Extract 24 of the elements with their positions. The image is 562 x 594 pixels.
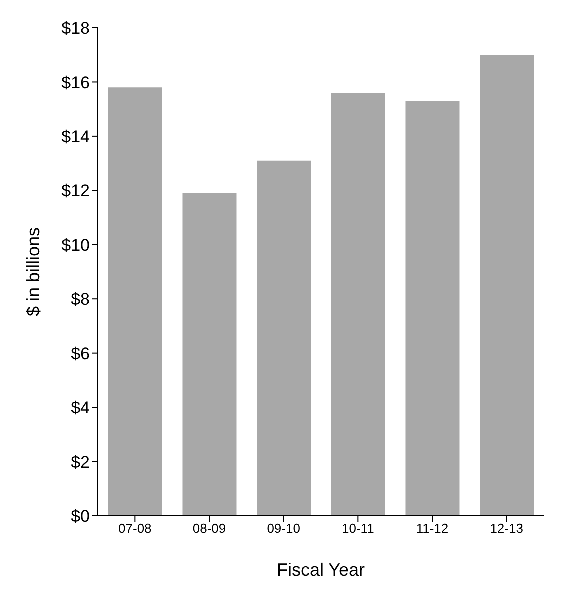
x-tick-label: 12-13 [490, 521, 524, 536]
y-tick-label: $6 [71, 344, 90, 364]
y-tick-label: $10 [62, 236, 90, 255]
y-tick-label: $18 [62, 19, 90, 38]
y-tick-label: $8 [71, 290, 90, 310]
x-tick-label: 08-09 [192, 521, 226, 536]
bar [108, 88, 162, 516]
bar [480, 55, 534, 516]
y-tick-label: $2 [71, 452, 90, 472]
bar [182, 193, 237, 516]
x-tick-label: 09-10 [267, 521, 300, 536]
y-tick-label: $12 [62, 182, 90, 201]
x-tick-label: 10-11 [342, 521, 374, 536]
x-tick-label: 07-08 [118, 521, 152, 536]
bar [257, 160, 312, 516]
x-tick-label: 11-12 [416, 521, 449, 536]
x-axis-title: Fiscal Year [276, 560, 366, 580]
bar [331, 93, 386, 516]
y-tick-label: $14 [62, 127, 90, 146]
y-axis-title: $ in billions [23, 227, 44, 317]
bar [406, 101, 460, 516]
y-tick-label: $4 [71, 398, 90, 418]
y-tick-label: $0 [71, 507, 90, 526]
y-tick-label: $16 [62, 73, 90, 92]
